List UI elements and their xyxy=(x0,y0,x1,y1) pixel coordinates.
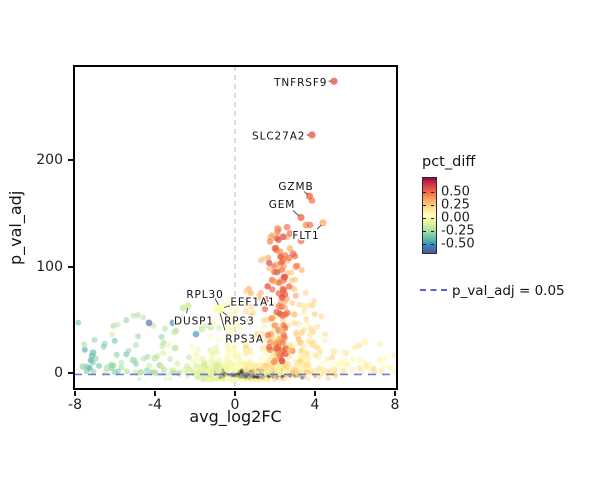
y-axis-title: p_val_adj xyxy=(6,190,25,265)
colorbar-tick-mark xyxy=(431,230,434,233)
colorbar-gradient xyxy=(422,177,437,254)
colorbar-tick-label: 0.00 xyxy=(441,210,470,226)
x-tick-label: -8 xyxy=(68,397,82,413)
colorbar-tick-mark xyxy=(423,243,426,246)
gene-label: GEM xyxy=(269,199,296,211)
colorbar-tick-mark xyxy=(423,230,426,233)
gene-label: TNFRSF9 xyxy=(273,77,327,89)
gene-label: SLC27A2 xyxy=(252,131,305,143)
x-tick-mark xyxy=(394,391,396,396)
gene-point-DUSP1 xyxy=(184,302,192,310)
gene-point-TNFRSF9 xyxy=(330,77,338,85)
x-tick-mark xyxy=(314,391,316,396)
gene-annotations: TNFRSF9 SLC27A2 GZMB GEM FLT1 RPL30 EEF1A1 DUSP… xyxy=(173,76,338,347)
y-tick-label: 100 xyxy=(36,258,63,275)
colorbar-tick-mark xyxy=(423,204,426,207)
colorbar-tick-mark xyxy=(431,191,434,194)
gene-point-SLC27A2 xyxy=(308,131,316,139)
x-axis-title: avg_log2FC xyxy=(189,407,282,426)
gene-point-GEM xyxy=(297,213,305,222)
gene-label: DUSP1 xyxy=(174,315,214,327)
colorbar-tick-mark xyxy=(431,204,434,207)
colorbar-tick-label: -0.25 xyxy=(441,223,475,239)
cluster-right-sparse xyxy=(296,337,397,375)
y-tick-mark xyxy=(68,159,73,161)
y-tick-mark xyxy=(68,265,73,268)
gene-point-RPS3A xyxy=(215,307,223,315)
x-tick-mark xyxy=(74,391,76,396)
gene-label: GZMB xyxy=(278,181,313,193)
x-tick-label: 0 xyxy=(230,397,240,413)
cluster-below-line xyxy=(136,370,339,382)
x-tick-label: 4 xyxy=(310,397,320,413)
cluster-red-streak xyxy=(261,225,299,366)
y-tick-mark xyxy=(68,372,73,374)
scatter-points xyxy=(75,197,397,383)
threshold-line-legend-label: p_val_adj = 0.05 xyxy=(452,283,565,299)
colorbar-tick-label: 0.50 xyxy=(441,184,470,200)
colorbar-tick-label: -0.50 xyxy=(441,236,475,252)
gene-label: RPS3 xyxy=(224,315,255,327)
x-tick-label: 8 xyxy=(390,397,400,413)
plot-border xyxy=(73,65,398,390)
colorbar-tick-label: 0.25 xyxy=(441,197,470,213)
x-tick-mark xyxy=(154,391,156,396)
colorbar-tick-mark xyxy=(423,191,426,194)
gene-label: RPS3A xyxy=(225,333,264,345)
gene-label: EEF1A1 xyxy=(230,297,275,309)
gene-label: FLT1 xyxy=(292,230,319,242)
cluster-center-plume xyxy=(220,301,247,374)
gene-point-FLT1 xyxy=(319,219,327,227)
colorbar-tick-mark xyxy=(431,243,434,246)
x-tick-label: -4 xyxy=(148,397,162,413)
x-tick-mark xyxy=(234,391,236,396)
gene-label: RPL30 xyxy=(186,289,223,301)
colorbar-tick-mark xyxy=(423,217,426,220)
colorbar-tick-mark xyxy=(431,217,434,220)
y-tick-label: 200 xyxy=(36,152,63,168)
threshold-line-legend-key xyxy=(420,289,447,291)
y-tick-label: 0 xyxy=(54,365,63,381)
colorbar-title: pct_diff xyxy=(422,154,476,170)
